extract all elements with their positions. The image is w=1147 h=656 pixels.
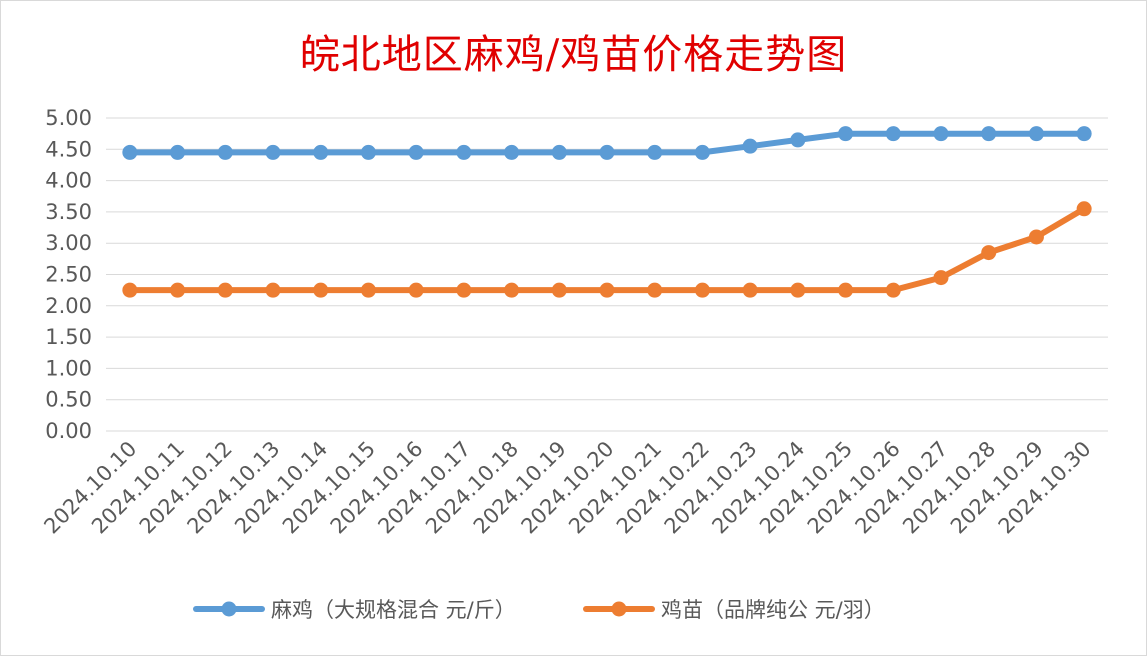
data-point (1076, 126, 1092, 142)
data-point (360, 282, 376, 298)
data-point (551, 282, 567, 298)
data-point (838, 282, 854, 298)
series-lines (122, 126, 1092, 298)
data-point (742, 282, 758, 298)
y-axis-tick-labels: 5.00 4.50 4.00 3.50 3.00 2.50 2.00 1.50 1.00 0.50… (45, 106, 92, 443)
y-tick-label: 3.00 (45, 231, 92, 255)
data-point (456, 282, 472, 298)
y-tick-label: 1.00 (45, 356, 92, 380)
data-point (170, 144, 186, 160)
legend-marker-dot (221, 601, 237, 617)
data-point (265, 282, 281, 298)
data-point (838, 126, 854, 142)
data-point (122, 282, 138, 298)
data-point (360, 144, 376, 160)
data-point (504, 144, 520, 160)
data-point (981, 126, 997, 142)
y-tick-label: 4.50 (45, 137, 92, 161)
y-tick-label: 4.00 (45, 169, 92, 193)
data-point (408, 282, 424, 298)
data-point (647, 144, 663, 160)
y-tick-label: 0.00 (45, 419, 92, 443)
legend-label: 麻鸡（大规格混合 元/斤） (271, 598, 516, 622)
data-point (504, 282, 520, 298)
data-point (599, 282, 615, 298)
y-tick-label: 2.00 (45, 294, 92, 318)
data-point (456, 144, 472, 160)
data-point (790, 282, 806, 298)
data-point (313, 144, 329, 160)
data-point (217, 144, 233, 160)
data-point (313, 282, 329, 298)
data-point (551, 144, 567, 160)
data-point (933, 126, 949, 142)
data-point (790, 132, 806, 148)
y-tick-label: 3.50 (45, 200, 92, 224)
y-tick-label: 1.50 (45, 325, 92, 349)
legend-label: 鸡苗（品牌纯公 元/羽） (661, 598, 885, 622)
data-point (933, 270, 949, 286)
data-point (885, 126, 901, 142)
chart-title: 皖北地区麻鸡/鸡苗价格走势图 (299, 32, 848, 78)
y-tick-label: 2.50 (45, 263, 92, 287)
data-point (265, 144, 281, 160)
data-point (122, 144, 138, 160)
data-point (1076, 201, 1092, 217)
y-tick-label: 0.50 (45, 388, 92, 412)
data-point (742, 138, 758, 154)
data-point (1028, 229, 1044, 245)
data-point (599, 144, 615, 160)
grid-lines (106, 117, 1108, 432)
data-point (217, 282, 233, 298)
y-tick-label: 5.00 (45, 106, 92, 130)
data-point (647, 282, 663, 298)
data-point (1028, 126, 1044, 142)
data-point (694, 282, 710, 298)
x-axis-tick-labels: 2024.10.102024.10.112024.10.122024.10.13… (39, 437, 1095, 539)
data-point (885, 282, 901, 298)
data-point (981, 245, 997, 261)
legend: 麻鸡（大规格混合 元/斤） 鸡苗（品牌纯公 元/羽） (193, 598, 885, 622)
data-point (694, 144, 710, 160)
data-point (170, 282, 186, 298)
data-point (408, 144, 424, 160)
legend-marker-dot (611, 601, 627, 617)
